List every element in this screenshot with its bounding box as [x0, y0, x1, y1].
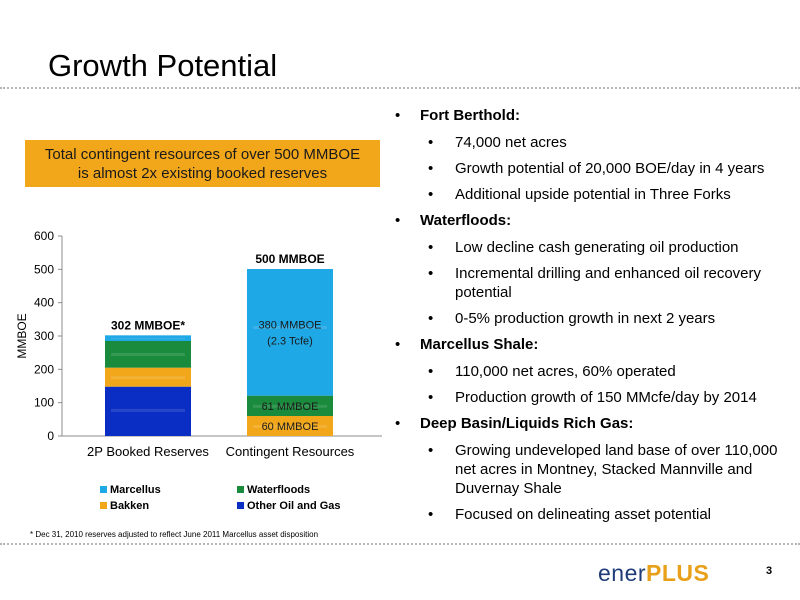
bar-segment — [247, 269, 333, 396]
y-tick-label: 400 — [34, 296, 54, 310]
bar-segment — [247, 395, 333, 416]
data-label: (2.3 Tcfe) — [267, 335, 313, 347]
bar-segment — [105, 386, 191, 436]
legend-swatch — [100, 502, 107, 509]
data-label: 60 MMBOE — [262, 421, 319, 433]
y-axis-title: MMBOE — [15, 313, 29, 358]
legend-label: Bakken — [110, 500, 149, 512]
bar-sheen — [253, 425, 327, 428]
legend-label: Waterfloods — [247, 484, 310, 496]
bar-sheen — [253, 404, 327, 408]
category-label: 2P Booked Reserves — [87, 444, 209, 459]
bullet-item: Growing undeveloped land base of over 11… — [395, 441, 795, 498]
y-tick-label: 500 — [34, 262, 54, 276]
bar-sheen — [111, 337, 185, 340]
y-tick-label: 300 — [34, 329, 54, 343]
bullet-heading: Deep Basin/Liquids Rich Gas: — [395, 414, 795, 433]
bar-sheen — [111, 376, 185, 380]
bullet-item: Growth potential of 20,000 BOE/day in 4 … — [395, 159, 795, 178]
bullet-item: Low decline cash generating oil producti… — [395, 238, 795, 257]
y-tick-label: 0 — [47, 429, 54, 443]
bullet-item: Focused on delineating asset potential — [395, 505, 795, 524]
legend-swatch — [237, 486, 244, 493]
bullet-item: 0-5% production growth in next 2 years — [395, 309, 795, 328]
callout-line-2: is almost 2x existing booked reserves — [77, 164, 328, 182]
footnote: * Dec 31, 2010 reserves adjusted to refl… — [30, 530, 319, 539]
data-label: 61 MMBOE — [262, 401, 319, 413]
bar-segment — [247, 416, 333, 436]
bullet-item: 74,000 net acres — [395, 133, 795, 152]
bar-sheen — [111, 408, 185, 412]
y-tick-label: 100 — [34, 396, 54, 410]
legend-label: Other Oil and Gas — [247, 500, 341, 512]
total-label: 500 MMBOE — [255, 252, 324, 266]
legend-label: Marcellus — [110, 484, 161, 496]
bullet-heading: Waterfloods: — [395, 211, 795, 230]
bullet-item: Additional upside potential in Three For… — [395, 185, 795, 204]
category-label: Contingent Resources — [226, 444, 355, 459]
enerplus-logo: enerPLUS — [598, 560, 709, 587]
bar-sheen — [253, 326, 327, 329]
bullet-list: Fort Berthold: 74,000 net acres Growth pot… — [395, 106, 795, 531]
bar-segment — [105, 341, 191, 368]
legend-swatch — [100, 486, 107, 493]
logo-plus: PLUS — [646, 560, 710, 586]
bar-segment — [105, 367, 191, 387]
callout-line-1: Total contingent resources of over 500 M… — [44, 145, 361, 163]
y-tick-label: 200 — [34, 362, 54, 376]
bottom-divider — [0, 543, 800, 545]
page-number: 3 — [766, 565, 773, 577]
bullet-heading: Fort Berthold: — [395, 106, 795, 125]
bullet-item: Incremental drilling and enhanced oil re… — [395, 264, 795, 302]
callout-box: Total contingent resources of over 500 M… — [25, 140, 380, 187]
bullet-heading: Marcellus Shale: — [395, 335, 795, 354]
bullet-item: Production growth of 150 MMcfe/day by 20… — [395, 388, 795, 407]
data-label: 380 MMBOE — [259, 319, 322, 331]
y-tick-label: 600 — [34, 229, 54, 243]
bar-sheen — [111, 353, 185, 356]
stacked-bar-chart: 0 100 200 300 400 500 600 MMBOE 302 MMBOE* 2P Boo… — [15, 229, 382, 512]
bullet-item: 110,000 net acres, 60% operated — [395, 362, 795, 381]
total-label: 302 MMBOE* — [111, 318, 185, 332]
logo-ener: ener — [598, 560, 647, 586]
top-divider — [0, 87, 800, 89]
legend-swatch — [237, 502, 244, 509]
bar-segment — [105, 335, 191, 341]
page-title: Growth Potential — [48, 48, 278, 83]
